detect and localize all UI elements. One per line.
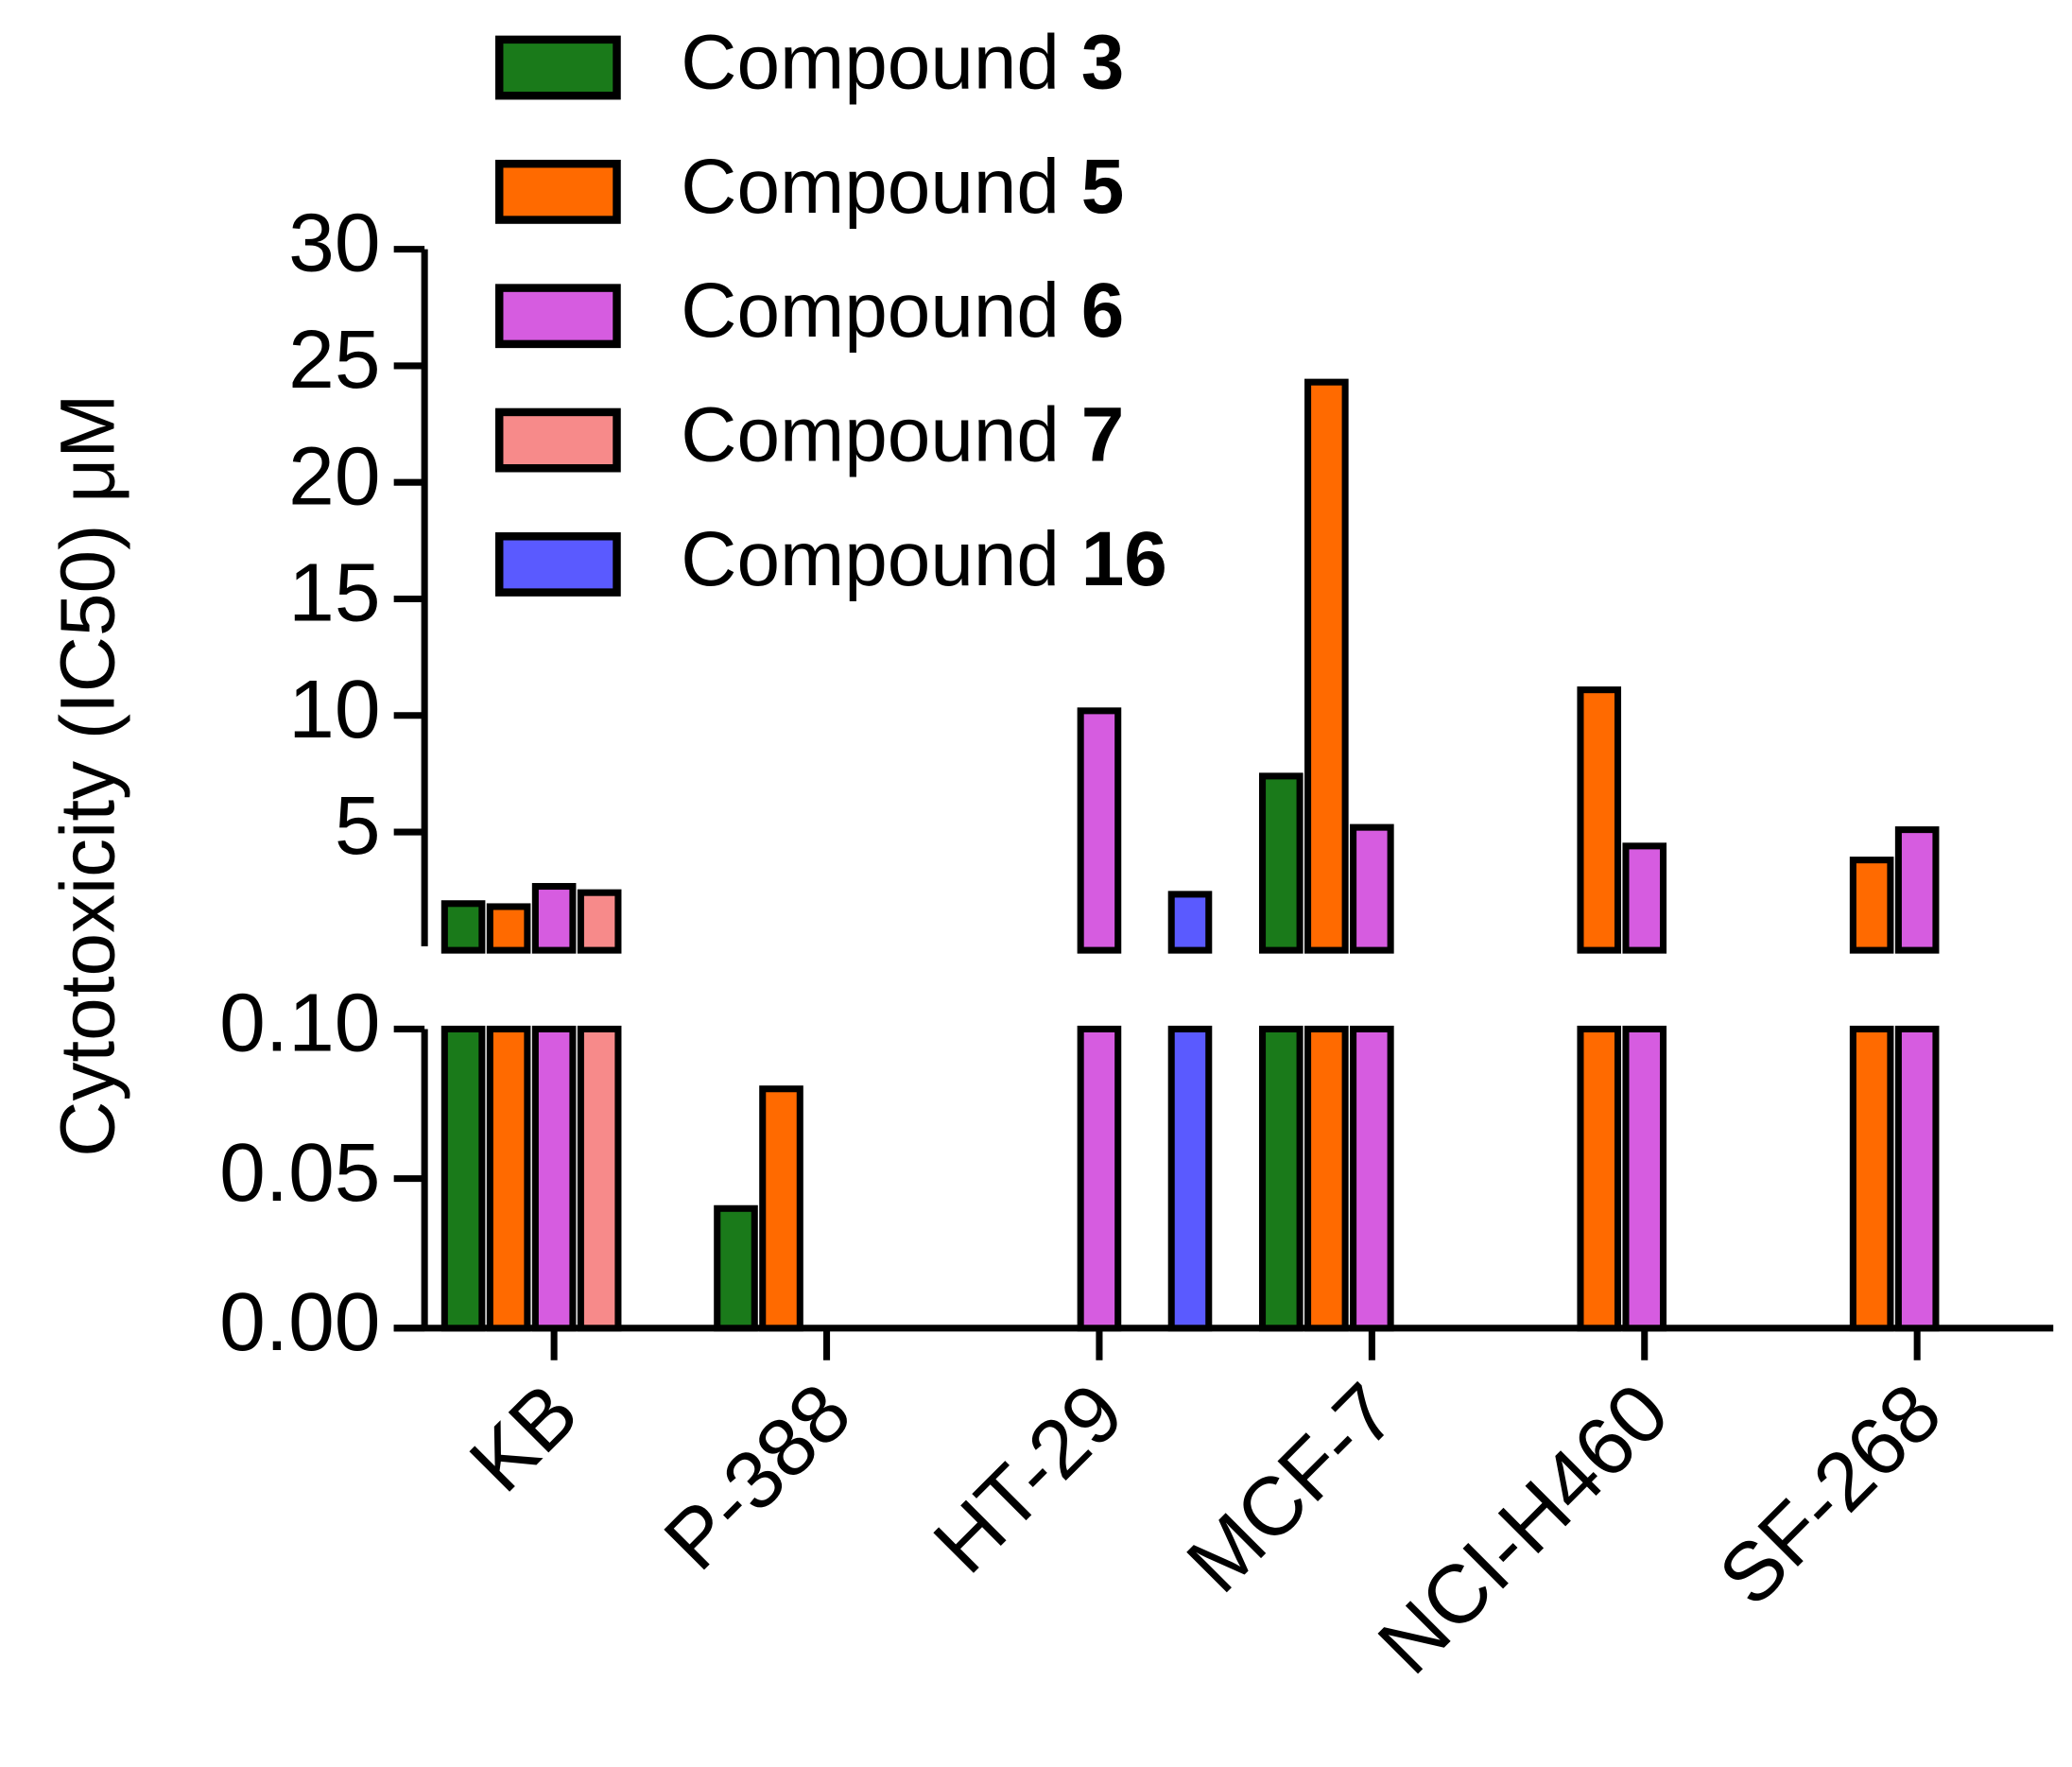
bar-upper-part bbox=[531, 882, 577, 954]
bar-upper-part bbox=[1304, 378, 1349, 954]
y-tick-label: 20 bbox=[288, 429, 380, 522]
legend-label: Compound 16 bbox=[681, 516, 1167, 602]
bar-upper-part bbox=[486, 903, 531, 954]
bar-upper-part bbox=[1577, 686, 1622, 954]
x-tick-label: KB bbox=[452, 1365, 596, 1509]
legend-swatch bbox=[494, 407, 621, 473]
x-tick-label: HT-29 bbox=[916, 1365, 1141, 1590]
y-tick-label: 15 bbox=[288, 546, 380, 639]
y-tick-label: 10 bbox=[288, 663, 380, 755]
bar-upper-part bbox=[1622, 842, 1667, 954]
bar-lower-part bbox=[1622, 1025, 1667, 1332]
bar-lower-part bbox=[1849, 1025, 1894, 1332]
legend-label: Compound 6 bbox=[681, 268, 1124, 354]
y-tick-label: 0.00 bbox=[219, 1275, 380, 1368]
bar-lower-part bbox=[440, 1025, 486, 1332]
y-tick-label: 25 bbox=[288, 313, 380, 406]
bar-upper-part bbox=[1894, 826, 1940, 954]
bar-lower-part bbox=[1577, 1025, 1622, 1332]
y-tick-label: 30 bbox=[288, 197, 380, 289]
x-tick-label: P-388 bbox=[647, 1365, 868, 1586]
bar-upper-part bbox=[1259, 772, 1304, 954]
legend-label: Compound 3 bbox=[681, 19, 1124, 105]
bar-lower-part bbox=[1304, 1025, 1349, 1332]
legend-swatch bbox=[494, 159, 621, 224]
bar-lower-part bbox=[577, 1025, 622, 1332]
bar-upper-part bbox=[1077, 707, 1122, 954]
bar-upper-part bbox=[1167, 891, 1213, 954]
bar-lower-part bbox=[1167, 1025, 1213, 1332]
y-tick-label: 0.10 bbox=[219, 977, 380, 1069]
bar-upper-part bbox=[1849, 857, 1894, 954]
bar-lower-part bbox=[531, 1025, 577, 1332]
bar-lower-part bbox=[1077, 1025, 1122, 1332]
x-tick-label: NCI-H460 bbox=[1360, 1365, 1686, 1691]
x-tick-label: MCF-7 bbox=[1169, 1365, 1413, 1609]
bar-lower-part bbox=[1259, 1025, 1304, 1332]
y-tick-label: 0.05 bbox=[219, 1126, 380, 1219]
legend-swatch bbox=[494, 284, 621, 349]
legend-swatch bbox=[494, 532, 621, 597]
legend-swatch bbox=[494, 35, 621, 100]
bar-upper-part bbox=[440, 900, 486, 954]
x-tick-label: SF-268 bbox=[1701, 1365, 1959, 1622]
bar-upper-part bbox=[577, 889, 622, 954]
bar bbox=[759, 1085, 803, 1332]
bar-lower-part bbox=[1894, 1025, 1940, 1332]
y-tick-label: 5 bbox=[335, 779, 381, 872]
y-axis-label: Cytotoxicity (IC50) μM bbox=[45, 393, 131, 1156]
bar-upper-part bbox=[1350, 823, 1394, 954]
legend-label: Compound 5 bbox=[681, 144, 1124, 230]
bar-lower-part bbox=[486, 1025, 531, 1332]
bar-lower-part bbox=[1350, 1025, 1394, 1332]
bar bbox=[714, 1204, 758, 1332]
legend-label: Compound 7 bbox=[681, 391, 1124, 477]
